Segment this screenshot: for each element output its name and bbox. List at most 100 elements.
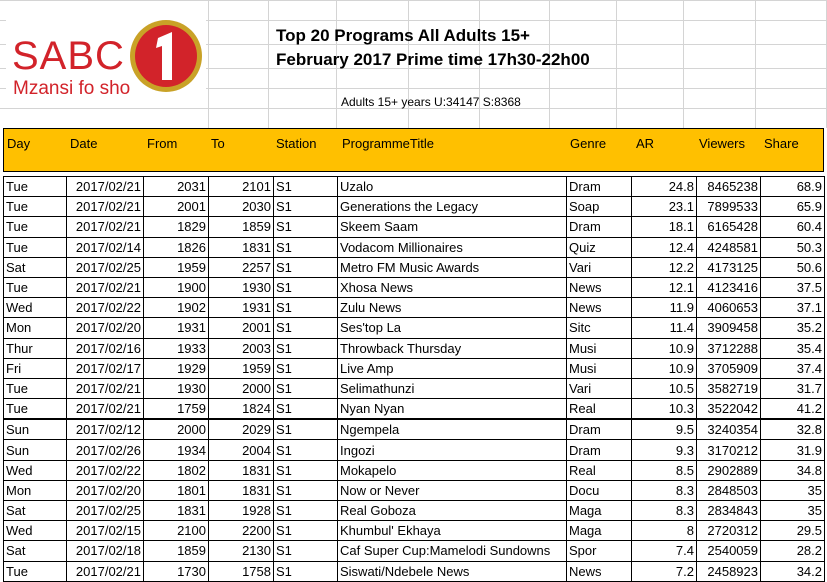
cell-station: S1 <box>273 338 338 359</box>
cell-from: 1759 <box>143 398 209 421</box>
cell-share: 34.2 <box>760 561 825 582</box>
cell-station: S1 <box>273 257 338 278</box>
table-row: Tue 2017/02/21 1900 1930 S1 Xhosa News News 12.… <box>3 277 825 299</box>
cell-programme-title: Now or Never <box>337 480 567 502</box>
cell-station: S1 <box>273 378 338 400</box>
table-row: Sun 2017/02/26 1934 2004 S1 Ingozi Dram 9.3 3170… <box>3 439 825 461</box>
table-row: Mon 2017/02/20 1931 2001 S1 Ses'top La Sitc 11.… <box>3 317 825 339</box>
cell-share: 35.2 <box>760 317 825 339</box>
header-day: Day <box>7 136 31 151</box>
cell-genre: Vari <box>566 378 632 400</box>
header-programme-title: ProgrammeTitle <box>342 136 434 151</box>
sabc1-logo: SABC Mzansi fo sho <box>6 16 206 108</box>
cell-viewers: 3582719 <box>696 378 761 400</box>
cell-programme-title: Generations the Legacy <box>337 196 567 218</box>
cell-programme-title: Real Goboza <box>337 500 567 522</box>
cell-to: 2004 <box>208 439 274 461</box>
cell-genre: Vari <box>566 257 632 278</box>
cell-day: Wed <box>3 460 67 481</box>
universe-sample: Adults 15+ years U:34147 S:8368 <box>341 95 521 109</box>
cell-programme-title: Mokapelo <box>337 460 567 481</box>
cell-genre: Musi <box>566 358 632 379</box>
cell-date: 2017/02/17 <box>66 358 144 379</box>
cell-day: Sun <box>3 419 67 441</box>
cell-station: S1 <box>273 561 338 582</box>
cell-station: S1 <box>273 216 338 238</box>
cell-station: S1 <box>273 460 338 481</box>
cell-viewers: 4248581 <box>696 237 761 258</box>
cell-station: S1 <box>273 358 338 379</box>
header-from: From <box>147 136 178 151</box>
table-row: Tue 2017/02/21 1829 1859 S1 Skeem Saam Dram 18.… <box>3 216 825 238</box>
table-header: Day Date From To Station ProgrammeTitle … <box>3 128 824 172</box>
cell-ar: 18.1 <box>631 216 697 238</box>
table-row: Wed 2017/02/15 2100 2200 S1 Khumbul' Ekhaya Ma… <box>3 520 825 542</box>
report-title: Top 20 Programs All Adults 15+ <box>276 26 530 45</box>
table-row: Tue 2017/02/21 2031 2101 S1 Uzalo Dram 24.8 8465… <box>3 175 825 198</box>
cell-from: 2031 <box>143 175 209 198</box>
cell-programme-title: Skeem Saam <box>337 216 567 238</box>
cell-share: 50.6 <box>760 257 825 278</box>
cell-day: Wed <box>3 297 67 319</box>
cell-day: Sun <box>3 439 67 461</box>
cell-share: 37.1 <box>760 297 825 319</box>
cell-from: 1933 <box>143 338 209 359</box>
cell-date: 2017/02/20 <box>66 480 144 502</box>
cell-programme-title: Xhosa News <box>337 277 567 299</box>
cell-station: S1 <box>273 520 338 542</box>
cell-date: 2017/02/20 <box>66 317 144 339</box>
header-date: Date <box>70 136 98 151</box>
cell-to: 1831 <box>208 480 274 502</box>
cell-genre: Real <box>566 398 632 421</box>
cell-date: 2017/02/22 <box>66 460 144 481</box>
cell-day: Sat <box>3 540 67 562</box>
cell-from: 1802 <box>143 460 209 481</box>
cell-date: 2017/02/14 <box>66 237 144 258</box>
header-share: Share <box>764 136 799 151</box>
cell-genre: News <box>566 277 632 299</box>
cell-viewers: 6165428 <box>696 216 761 238</box>
cell-date: 2017/02/22 <box>66 297 144 319</box>
table-row: Sat 2017/02/18 1859 2130 S1 Caf Super Cup:Mam… <box>3 540 825 562</box>
cell-ar: 10.9 <box>631 338 697 359</box>
cell-from: 1934 <box>143 439 209 461</box>
cell-genre: News <box>566 297 632 319</box>
cell-viewers: 4060653 <box>696 297 761 319</box>
cell-ar: 24.8 <box>631 175 697 198</box>
cell-genre: Maga <box>566 500 632 522</box>
cell-ar: 10.3 <box>631 398 697 421</box>
cell-from: 1859 <box>143 540 209 562</box>
cell-viewers: 7899533 <box>696 196 761 218</box>
cell-station: S1 <box>273 540 338 562</box>
cell-date: 2017/02/21 <box>66 196 144 218</box>
cell-station: S1 <box>273 237 338 258</box>
cell-share: 60.4 <box>760 216 825 238</box>
cell-to: 1931 <box>208 297 274 319</box>
cell-share: 31.9 <box>760 439 825 461</box>
cell-from: 1730 <box>143 561 209 582</box>
table-row: Mon 2017/02/20 1801 1831 S1 Now or Never Docu 8… <box>3 480 825 502</box>
cell-share: 37.5 <box>760 277 825 299</box>
cell-station: S1 <box>273 419 338 441</box>
cell-day: Thur <box>3 338 67 359</box>
cell-day: Tue <box>3 277 67 299</box>
cell-date: 2017/02/12 <box>66 419 144 441</box>
cell-viewers: 2902889 <box>696 460 761 481</box>
cell-to: 2030 <box>208 196 274 218</box>
table-row: Wed 2017/02/22 1802 1831 S1 Mokapelo Real 8.5 29… <box>3 460 825 481</box>
header-to: To <box>211 136 225 151</box>
cell-day: Wed <box>3 520 67 542</box>
cell-from: 1930 <box>143 378 209 400</box>
cell-ar: 12.2 <box>631 257 697 278</box>
cell-from: 2100 <box>143 520 209 542</box>
logo-tagline: Mzansi fo sho <box>13 78 131 99</box>
cell-genre: News <box>566 561 632 582</box>
cell-date: 2017/02/25 <box>66 500 144 522</box>
cell-to: 1758 <box>208 561 274 582</box>
cell-viewers: 2540059 <box>696 540 761 562</box>
cell-day: Tue <box>3 196 67 218</box>
cell-date: 2017/02/15 <box>66 520 144 542</box>
cell-ar: 23.1 <box>631 196 697 218</box>
cell-ar: 7.4 <box>631 540 697 562</box>
table-row: Sat 2017/02/25 1959 2257 S1 Metro FM Music Aw… <box>3 257 825 278</box>
